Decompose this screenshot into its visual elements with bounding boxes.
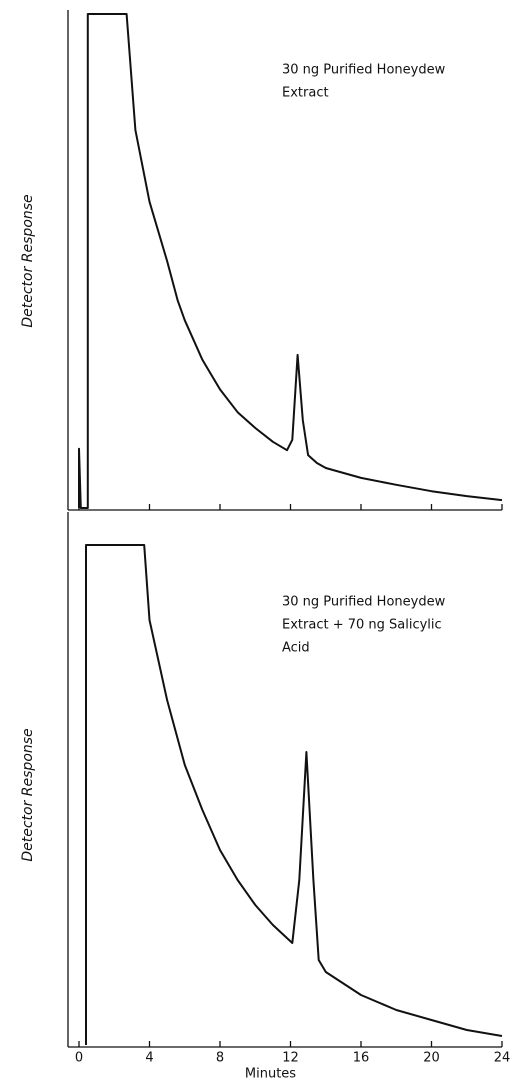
trace xyxy=(85,544,503,1045)
trace xyxy=(78,13,503,509)
annotation: Extract + 70 ng Salicylic xyxy=(282,618,442,633)
x-tick-label: 16 xyxy=(353,1051,370,1066)
x-tick-label: 0 xyxy=(75,1051,83,1066)
annotation: 30 ng Purified Honeydew xyxy=(282,63,446,78)
x-tick-label: 12 xyxy=(282,1051,299,1066)
x-tick-label: 24 xyxy=(494,1051,511,1066)
annotation: 30 ng Purified Honeydew xyxy=(282,595,446,610)
y-axis-label: Detector Response xyxy=(20,194,36,327)
x-tick-label: 20 xyxy=(423,1051,440,1066)
x-axis-label: Minutes xyxy=(245,1067,296,1080)
x-tick-label: 4 xyxy=(145,1051,153,1066)
y-axis-label: Detector Response xyxy=(20,728,36,861)
annotation: Extract xyxy=(282,86,329,101)
annotation: Acid xyxy=(282,641,310,656)
x-tick-label: 8 xyxy=(216,1051,224,1066)
